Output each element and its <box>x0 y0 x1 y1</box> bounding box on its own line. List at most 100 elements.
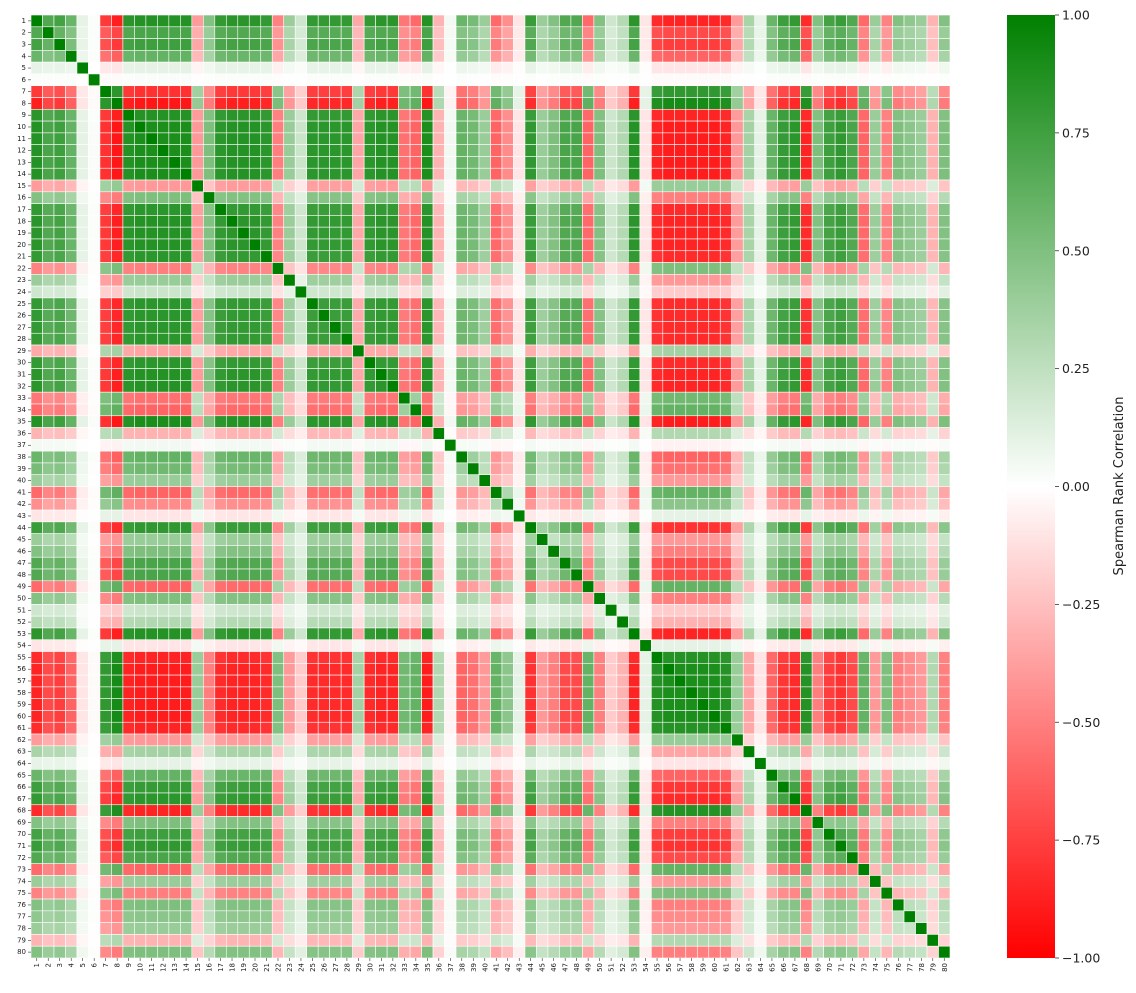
heatmap-cell <box>696 615 710 629</box>
heatmap-cell <box>605 427 618 440</box>
heatmap-cell <box>685 380 698 393</box>
heatmap-cell <box>283 191 296 204</box>
heatmap-cell <box>547 368 560 381</box>
heatmap-cell <box>754 250 767 263</box>
heatmap-cell <box>294 556 307 570</box>
heatmap-cell <box>421 179 434 193</box>
heatmap-cell <box>30 238 43 252</box>
heatmap-cell <box>271 721 285 735</box>
heatmap-cell <box>398 533 411 546</box>
heatmap-cell <box>168 167 181 181</box>
heatmap-cell <box>915 356 928 369</box>
heatmap-cell <box>524 710 537 723</box>
heatmap-cell <box>501 85 514 98</box>
heatmap-cell <box>65 215 78 228</box>
heatmap-cell <box>386 132 399 145</box>
heatmap-cell <box>76 710 89 723</box>
heatmap-cell <box>938 415 951 428</box>
heatmap-cell <box>662 109 675 122</box>
heatmap-cell <box>53 568 66 582</box>
heatmap-cell <box>651 733 664 747</box>
heatmap-cell <box>501 309 514 322</box>
heatmap-cell <box>524 674 537 688</box>
heatmap-cell <box>294 686 307 699</box>
heatmap-cell <box>536 85 549 98</box>
heatmap-cell <box>559 686 572 699</box>
heatmap-cell <box>306 427 319 440</box>
heatmap-cell <box>398 50 411 63</box>
heatmap-cell <box>444 238 457 252</box>
heatmap-cell <box>605 262 618 275</box>
heatmap-cell <box>53 545 66 558</box>
heatmap-cell <box>203 627 216 641</box>
heatmap-cell <box>765 26 778 39</box>
heatmap-cell <box>800 38 813 51</box>
heatmap-cell <box>915 144 928 157</box>
heatmap-cell <box>765 497 778 511</box>
heatmap-cell <box>765 663 778 676</box>
heatmap-cell <box>467 368 480 381</box>
heatmap-cell <box>340 663 353 676</box>
heatmap-cell <box>593 179 606 193</box>
heatmap-cell <box>363 674 376 688</box>
heatmap-cell <box>271 179 285 193</box>
heatmap-cell <box>903 639 916 652</box>
heatmap-cell <box>662 686 675 699</box>
heatmap-cell <box>501 38 514 51</box>
heatmap-cell <box>559 344 572 358</box>
heatmap-cell <box>88 509 101 523</box>
heatmap-cell <box>99 686 112 699</box>
heatmap-cell <box>30 14 43 28</box>
heatmap-cell <box>306 733 319 747</box>
heatmap-cell <box>582 439 595 452</box>
heatmap-cell <box>214 321 227 334</box>
heatmap-cell <box>168 686 181 699</box>
heatmap-cell <box>409 710 422 723</box>
heatmap-cell <box>432 391 445 405</box>
heatmap-cell <box>892 368 905 381</box>
heatmap-cell <box>478 698 491 711</box>
heatmap-cell <box>570 368 583 381</box>
heatmap-cell <box>398 651 411 664</box>
heatmap-cell <box>432 545 445 558</box>
heatmap-cell <box>294 250 307 263</box>
heatmap-cell <box>685 203 698 216</box>
heatmap-cell <box>926 38 939 51</box>
heatmap-cell <box>76 368 89 381</box>
heatmap-cell <box>317 639 330 652</box>
heatmap-cell <box>375 710 388 723</box>
heatmap-cell <box>765 380 778 393</box>
heatmap-cell <box>30 144 43 157</box>
heatmap-cell <box>455 109 468 122</box>
heatmap-cell <box>708 663 721 676</box>
heatmap-cell <box>616 391 629 405</box>
heatmap-cell <box>926 674 939 688</box>
heatmap-cell <box>180 497 193 511</box>
heatmap-cell <box>846 132 859 145</box>
heatmap-cell <box>214 191 227 204</box>
heatmap-cell <box>111 450 124 464</box>
heatmap-cell <box>582 120 595 134</box>
heatmap-cell <box>673 604 687 617</box>
heatmap-cell <box>386 545 399 558</box>
heatmap-cell <box>754 439 767 452</box>
heatmap-cell <box>225 85 239 98</box>
heatmap-cell <box>271 109 285 122</box>
heatmap-cell <box>444 26 457 39</box>
heatmap-cell <box>203 167 216 181</box>
heatmap-cell <box>294 497 307 511</box>
heatmap-cell <box>582 615 595 629</box>
heatmap-cell <box>122 167 135 181</box>
heatmap-cell <box>501 556 514 570</box>
heatmap-cell <box>570 85 583 98</box>
heatmap-cell <box>134 332 147 346</box>
heatmap-cell <box>582 73 595 87</box>
heatmap-cell <box>915 615 928 629</box>
heatmap-cell <box>639 710 652 723</box>
heatmap-cell <box>191 73 204 87</box>
heatmap-cell <box>823 721 836 735</box>
heatmap-cell <box>478 721 491 735</box>
heatmap-cell <box>145 439 158 452</box>
heatmap-cell <box>421 745 434 758</box>
